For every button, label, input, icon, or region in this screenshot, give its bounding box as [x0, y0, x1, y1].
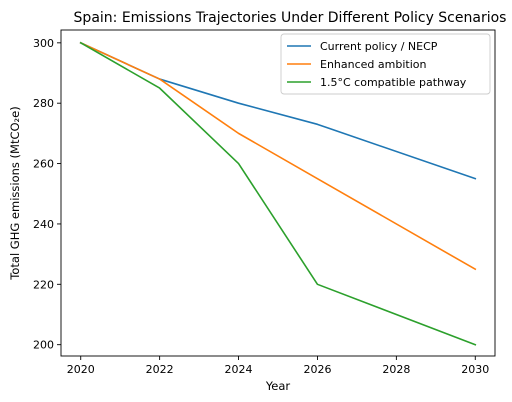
- x-axis-label: Year: [265, 379, 291, 393]
- y-tick-label: 280: [33, 97, 54, 110]
- x-tick-label: 2020: [67, 363, 95, 376]
- x-tick-label: 2026: [303, 363, 331, 376]
- y-tick-label: 260: [33, 158, 54, 171]
- legend-label-enhanced-ambition: Enhanced ambition: [320, 58, 426, 71]
- series-layer: [79, 41, 477, 346]
- x-axis-ticks: 2020 2022 2024 2026 2028 2030: [67, 356, 489, 376]
- x-tick-label: 2030: [461, 363, 489, 376]
- y-tick-label: 220: [33, 278, 54, 291]
- legend: Current policy / NECP Enhanced ambition 1.…: [280, 33, 491, 95]
- series-line-enhanced-ambition: [79, 41, 477, 271]
- x-tick-label: 2024: [225, 363, 253, 376]
- y-tick-label: 240: [33, 218, 54, 231]
- y-tick-label: 300: [33, 37, 54, 50]
- y-axis-ticks: 200 220 240 260 280 300: [33, 37, 61, 352]
- series-line-1-5-c-compatible-pathway: [79, 41, 477, 346]
- y-tick-label: 200: [33, 339, 54, 352]
- legend-label-1-5-c-compatible-pathway: 1.5°C compatible pathway: [320, 76, 467, 89]
- x-tick-label: 2028: [382, 363, 410, 376]
- chart-title: Spain: Emissions Trajectories Under Diff…: [74, 10, 507, 26]
- y-axis-label: Total GHG emissions (MtCO₂e): [8, 106, 22, 280]
- x-tick-label: 2022: [146, 363, 174, 376]
- legend-label-current-policy-necp: Current policy / NECP: [320, 40, 438, 53]
- legend-box: [280, 33, 491, 95]
